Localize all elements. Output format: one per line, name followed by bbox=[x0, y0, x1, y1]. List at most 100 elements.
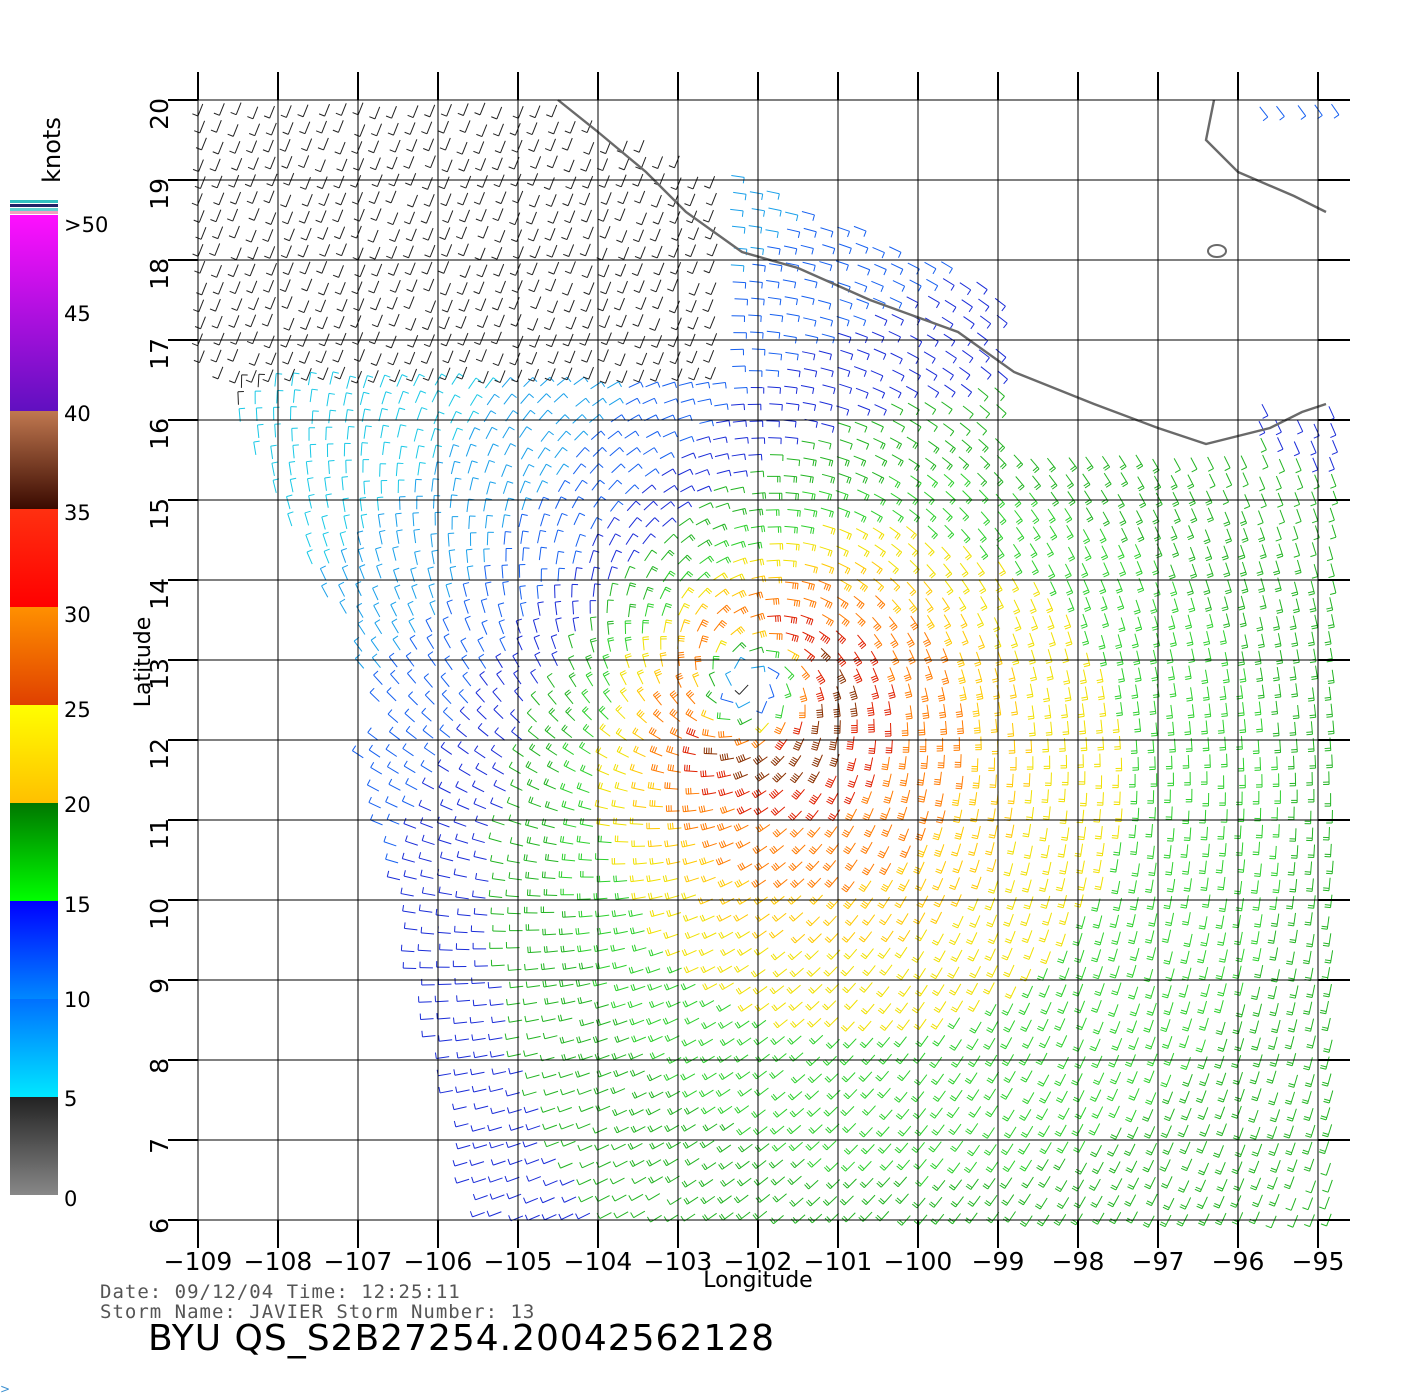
wind-barb-flag bbox=[864, 768, 871, 771]
wind-barb-flag bbox=[883, 780, 890, 783]
wind-barb-flag bbox=[1149, 710, 1156, 713]
wind-barb-flag bbox=[918, 795, 925, 799]
wind-barb-flag bbox=[683, 823, 686, 830]
wind-barb bbox=[599, 1212, 612, 1219]
wind-barb bbox=[953, 1123, 962, 1135]
wind-barb-flag bbox=[420, 759, 425, 766]
wind-barb bbox=[474, 750, 486, 759]
wind-barb-flag bbox=[1026, 816, 1033, 819]
wind-barb bbox=[1042, 1176, 1051, 1188]
wind-barb-flag bbox=[775, 673, 780, 680]
wind-barb bbox=[1080, 843, 1084, 857]
wind-barb-flag bbox=[1116, 712, 1123, 715]
wind-barb bbox=[544, 1124, 558, 1130]
wind-barb-flag bbox=[629, 763, 633, 770]
wind-barb-flag bbox=[1166, 715, 1173, 717]
wind-barb-flag bbox=[1214, 1221, 1221, 1226]
wind-barb-flag bbox=[1097, 681, 1104, 684]
wind-barb-flag bbox=[1286, 907, 1293, 910]
wind-barb-flag bbox=[684, 1160, 689, 1166]
wind-barb bbox=[488, 837, 502, 843]
wind-barb-flag bbox=[563, 725, 568, 732]
wind-barb bbox=[1328, 686, 1332, 700]
wind-barb bbox=[866, 914, 876, 926]
wind-barb-flag bbox=[863, 919, 869, 924]
wind-barb-flag bbox=[965, 1130, 971, 1135]
wind-barb bbox=[836, 686, 842, 699]
wind-barb bbox=[1119, 735, 1121, 750]
wind-barb-flag bbox=[565, 706, 571, 712]
wind-barb bbox=[776, 879, 788, 888]
wind-barb bbox=[773, 985, 785, 995]
wind-barb-flag bbox=[1197, 1064, 1204, 1068]
wind-barb-flag bbox=[791, 881, 797, 887]
wind-barb bbox=[495, 656, 503, 669]
wind-barb-flag bbox=[816, 694, 823, 698]
wind-barb-flag bbox=[880, 887, 887, 892]
wind-barb-flag bbox=[1239, 731, 1246, 734]
wind-barb bbox=[505, 895, 519, 898]
wind-barb-flag bbox=[581, 962, 584, 969]
wind-barb bbox=[704, 1021, 717, 1030]
wind-barb-flag bbox=[810, 898, 816, 904]
wind-barb-flag bbox=[811, 727, 818, 730]
wind-barb-flag bbox=[1214, 1063, 1221, 1067]
wind-barb-flag bbox=[1038, 1099, 1045, 1104]
wind-barb-flag bbox=[758, 755, 763, 761]
wind-barb-flag bbox=[1321, 925, 1328, 928]
wind-barb-flag bbox=[1164, 1115, 1171, 1119]
wind-barb-flag bbox=[794, 846, 800, 852]
wind-barb-flag bbox=[652, 729, 657, 736]
wind-barb-flag bbox=[967, 1063, 974, 1068]
wind-barb bbox=[650, 1035, 663, 1043]
wind-barb bbox=[852, 774, 859, 788]
wind-barb bbox=[491, 1054, 505, 1058]
wind-barb-flag bbox=[614, 1018, 618, 1025]
wind-barb-flag bbox=[1215, 924, 1223, 927]
wind-barb-flag bbox=[734, 1107, 739, 1114]
wind-barb-flag bbox=[523, 1197, 527, 1204]
wind-barb-flag bbox=[1289, 734, 1296, 736]
wind-barb bbox=[945, 720, 948, 734]
wind-barb-flag bbox=[773, 845, 778, 852]
wind-barb-flag bbox=[1307, 907, 1314, 909]
wind-barb-flag bbox=[420, 869, 423, 876]
wind-barb-flag bbox=[1165, 921, 1172, 924]
wind-barb bbox=[1043, 985, 1050, 998]
wind-barb bbox=[1331, 754, 1333, 768]
wind-barb-flag bbox=[1219, 958, 1226, 961]
wind-barb-flag bbox=[811, 773, 817, 778]
wind-barb-flag bbox=[703, 931, 708, 938]
wind-barb-flag bbox=[933, 990, 939, 995]
wind-barb-flag bbox=[1078, 886, 1085, 889]
wind-barb-flag bbox=[735, 772, 739, 779]
wind-barb-flag bbox=[1092, 976, 1099, 980]
wind-barb-flag bbox=[1163, 962, 1170, 965]
wind-barb-flag bbox=[842, 831, 849, 836]
wind-barb bbox=[939, 844, 945, 857]
wind-barb-flag bbox=[617, 706, 623, 712]
wind-barb-flag bbox=[1145, 938, 1152, 942]
wind-barb-flag bbox=[506, 998, 508, 1006]
wind-barb-flag bbox=[933, 1184, 939, 1190]
wind-barb-flag bbox=[830, 813, 836, 818]
legend-label: 0 bbox=[64, 1187, 77, 1211]
wind-barb bbox=[940, 793, 944, 807]
wind-barb-flag bbox=[775, 744, 782, 749]
wind-barb bbox=[1311, 984, 1316, 998]
wind-barb-flag bbox=[1322, 1026, 1329, 1029]
wind-barb bbox=[1190, 687, 1194, 701]
wind-barb-flag bbox=[826, 954, 832, 960]
wind-barb-flag bbox=[1037, 1220, 1044, 1225]
wind-barb-flag bbox=[1251, 1153, 1258, 1157]
wind-barb-flag bbox=[1071, 1082, 1077, 1086]
wind-barb-flag bbox=[862, 1008, 868, 1013]
wind-barb bbox=[562, 1179, 575, 1186]
wind-barb-flag bbox=[879, 1197, 885, 1203]
wind-barb-flag bbox=[737, 719, 741, 725]
wind-barb-flag bbox=[947, 1111, 954, 1117]
wind-barb-flag bbox=[934, 804, 941, 807]
wind-barb-flag bbox=[1041, 1009, 1048, 1013]
wind-barb bbox=[1027, 823, 1032, 837]
wind-barb-flag bbox=[1183, 887, 1190, 890]
